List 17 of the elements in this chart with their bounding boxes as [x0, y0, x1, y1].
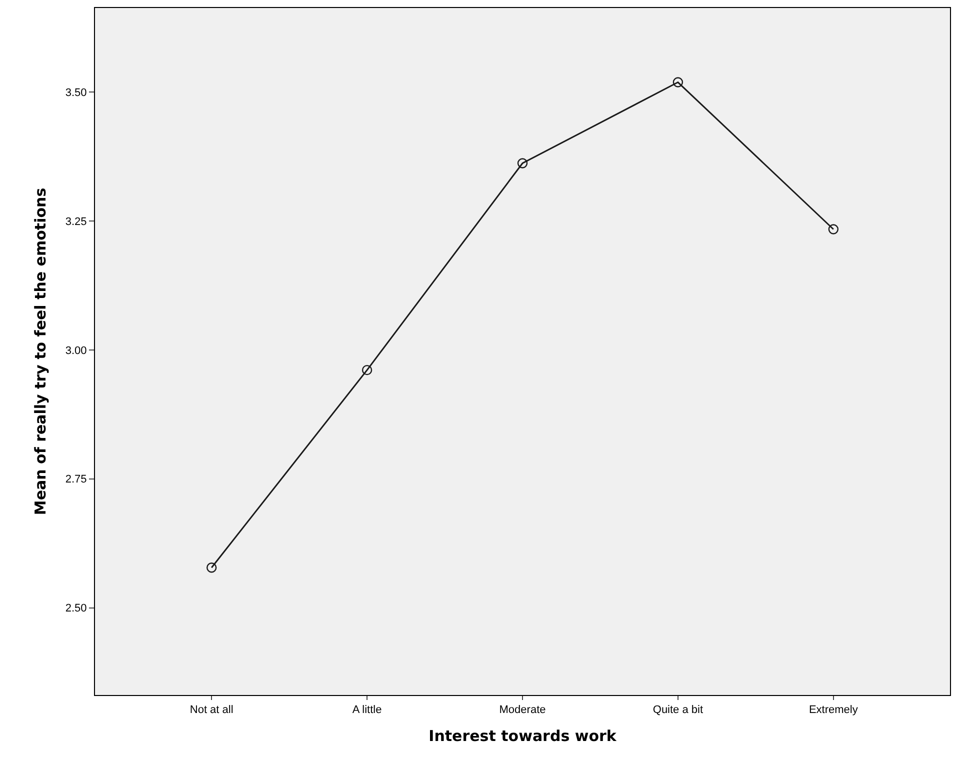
x-axis-title: Interest towards work — [428, 727, 618, 746]
y-tick-label: 3.00 — [65, 344, 87, 357]
x-tick-label: Quite a bit — [652, 704, 704, 716]
y-tick-label: 2.50 — [65, 602, 87, 615]
y-tick-label: 3.50 — [65, 86, 87, 99]
y-tick-label: 2.75 — [65, 474, 87, 486]
point — [828, 224, 839, 234]
point — [362, 364, 372, 376]
point — [206, 562, 217, 573]
x-tick-label: Not at all — [190, 704, 234, 716]
y-axis-title: Mean of really try to feel the emotions — [32, 188, 50, 516]
point — [672, 77, 684, 88]
point — [517, 158, 528, 168]
x-tick-label: Moderate — [499, 704, 546, 716]
x-tick-label: A little — [352, 704, 382, 716]
y-tick-label: 3.25 — [65, 216, 87, 228]
x-tick-label: Extremely — [808, 704, 858, 716]
